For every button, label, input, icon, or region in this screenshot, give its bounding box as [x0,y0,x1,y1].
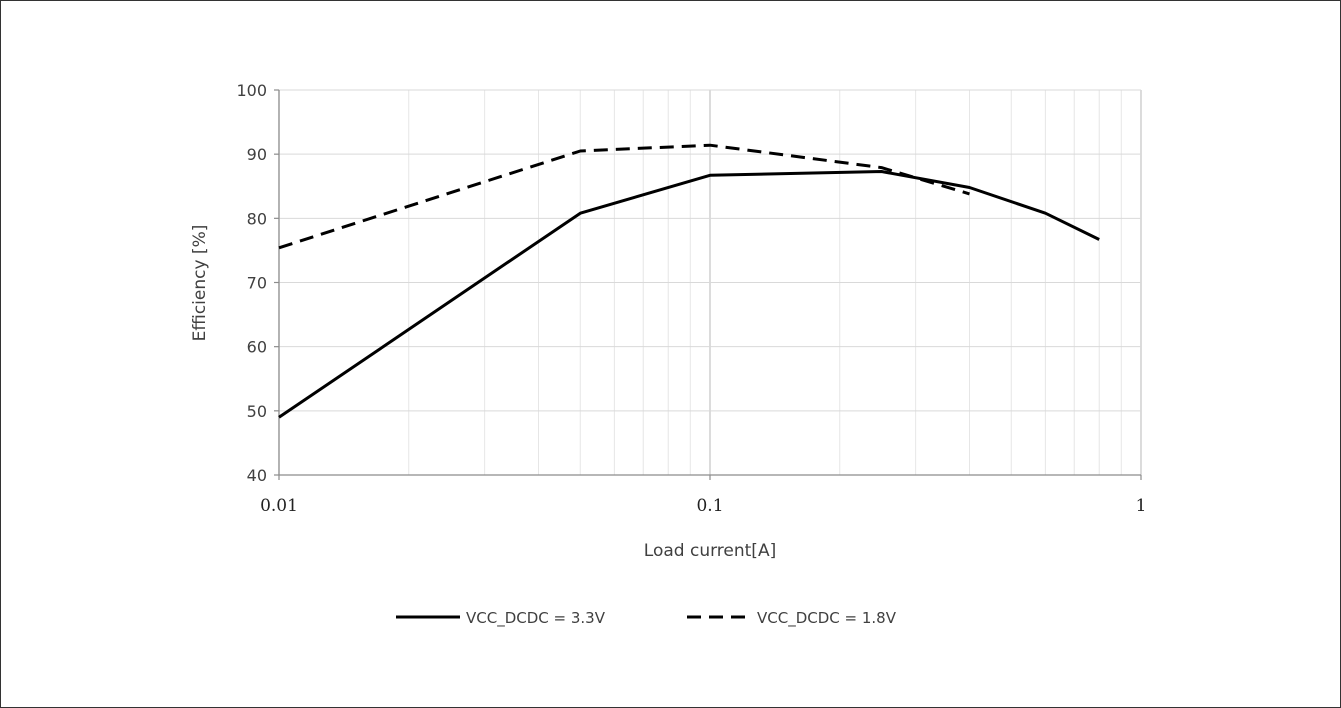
y-axis-title: Efficiency [%] [190,225,210,342]
x-tick-label: 0.1 [696,496,723,516]
y-tick-label: 50 [247,402,267,421]
legend-label-2: VCC_DCDC = 1.8V [757,609,897,628]
series-line-1 [278,170,1100,419]
y-tick-label: 100 [236,81,267,100]
x-axis-title: Load current[A] [644,541,776,561]
legend: VCC_DCDC = 3.3V VCC_DCDC = 1.8V [396,609,897,628]
y-tick-label: 70 [247,274,267,293]
y-tick-label: 90 [247,145,267,164]
series-lines [278,143,1100,419]
series-line-2 [278,143,970,250]
legend-label-1: VCC_DCDC = 3.3V [466,609,606,628]
x-tick-labels: 0.01 0.1 1 [260,496,1146,516]
axes [274,89,1142,480]
y-tick-labels: 40 50 60 70 80 90 100 [236,81,267,485]
x-tick-label: 1 [1136,496,1147,516]
x-tick-label: 0.01 [260,496,298,516]
y-tick-label: 40 [247,466,267,485]
y-tick-label: 80 [247,209,267,228]
y-tick-label: 60 [247,338,267,357]
